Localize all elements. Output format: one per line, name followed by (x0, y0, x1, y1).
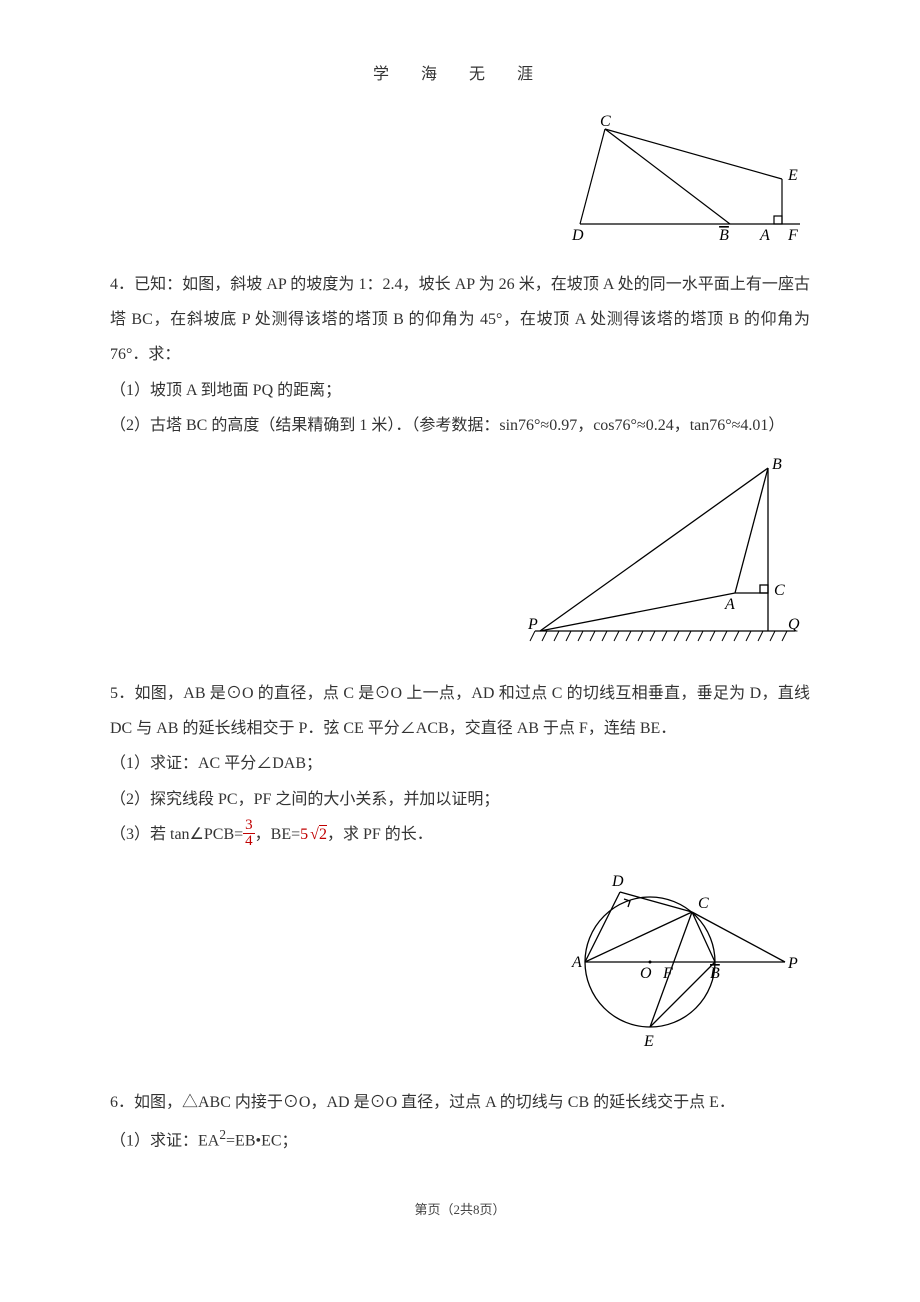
q5-body: 5．如图，AB 是⊙O 的直径，点 C 是⊙O 上一点，AD 和过点 C 的切线… (110, 676, 810, 746)
page-footer: 第页（2共8页） (110, 1199, 810, 1218)
fig3-label-E: E (787, 167, 798, 184)
fig4-label-Q: Q (788, 616, 800, 633)
fig5-label-C: C (698, 895, 709, 912)
figure-3: C D B A E F (110, 114, 810, 249)
q5-sub3: （3）若 tan∠PCB=34，BE=5√2，求 PF 的长． (110, 817, 810, 852)
q4-sub1: （1）坡顶 A 到地面 PQ 的距离； (110, 373, 810, 408)
fig3-label-A: A (759, 227, 770, 244)
fig3-label-B: B (719, 227, 729, 244)
q5-sub1: （1）求证：AC 平分∠DAB； (110, 746, 810, 781)
fig5-label-O: O (640, 965, 652, 982)
fig4-label-P: P (527, 616, 538, 633)
figure-5: D C A O F B P E (110, 862, 810, 1067)
fig3-label-C: C (600, 114, 611, 130)
fig5-label-F: F (662, 965, 673, 982)
q4-body: 4．已知：如图，斜坡 AP 的坡度为 1：2.4，坡长 AP 为 26 米，在坡… (110, 267, 810, 373)
fig5-label-E: E (643, 1033, 654, 1050)
q6-body: 6．如图，△ABC 内接于⊙O，AD 是⊙O 直径，过点 A 的切线与 CB 的… (110, 1085, 810, 1120)
fig5-label-B: B (710, 965, 720, 982)
fig3-label-F: F (787, 227, 798, 244)
fig5-label-P: P (787, 955, 798, 972)
fig4-label-B: B (772, 456, 782, 473)
fig5-label-D: D (611, 873, 624, 890)
fig4-label-C: C (774, 582, 785, 599)
page-motto: 学 海 无 涯 (110, 60, 810, 84)
fig5-label-A: A (571, 954, 582, 971)
figure-4: P Q A C B (110, 453, 810, 658)
q5-sub2: （2）探究线段 PC，PF 之间的大小关系，并加以证明； (110, 782, 810, 817)
fig4-label-A: A (724, 596, 735, 613)
fig3-label-D: D (571, 227, 584, 244)
q4-sub2: （2）古塔 BC 的高度（结果精确到 1 米）．（参考数据：sin76°≈0.9… (110, 408, 810, 443)
q6-sub1: （1）求证：EA2=EB•EC； (110, 1120, 810, 1159)
